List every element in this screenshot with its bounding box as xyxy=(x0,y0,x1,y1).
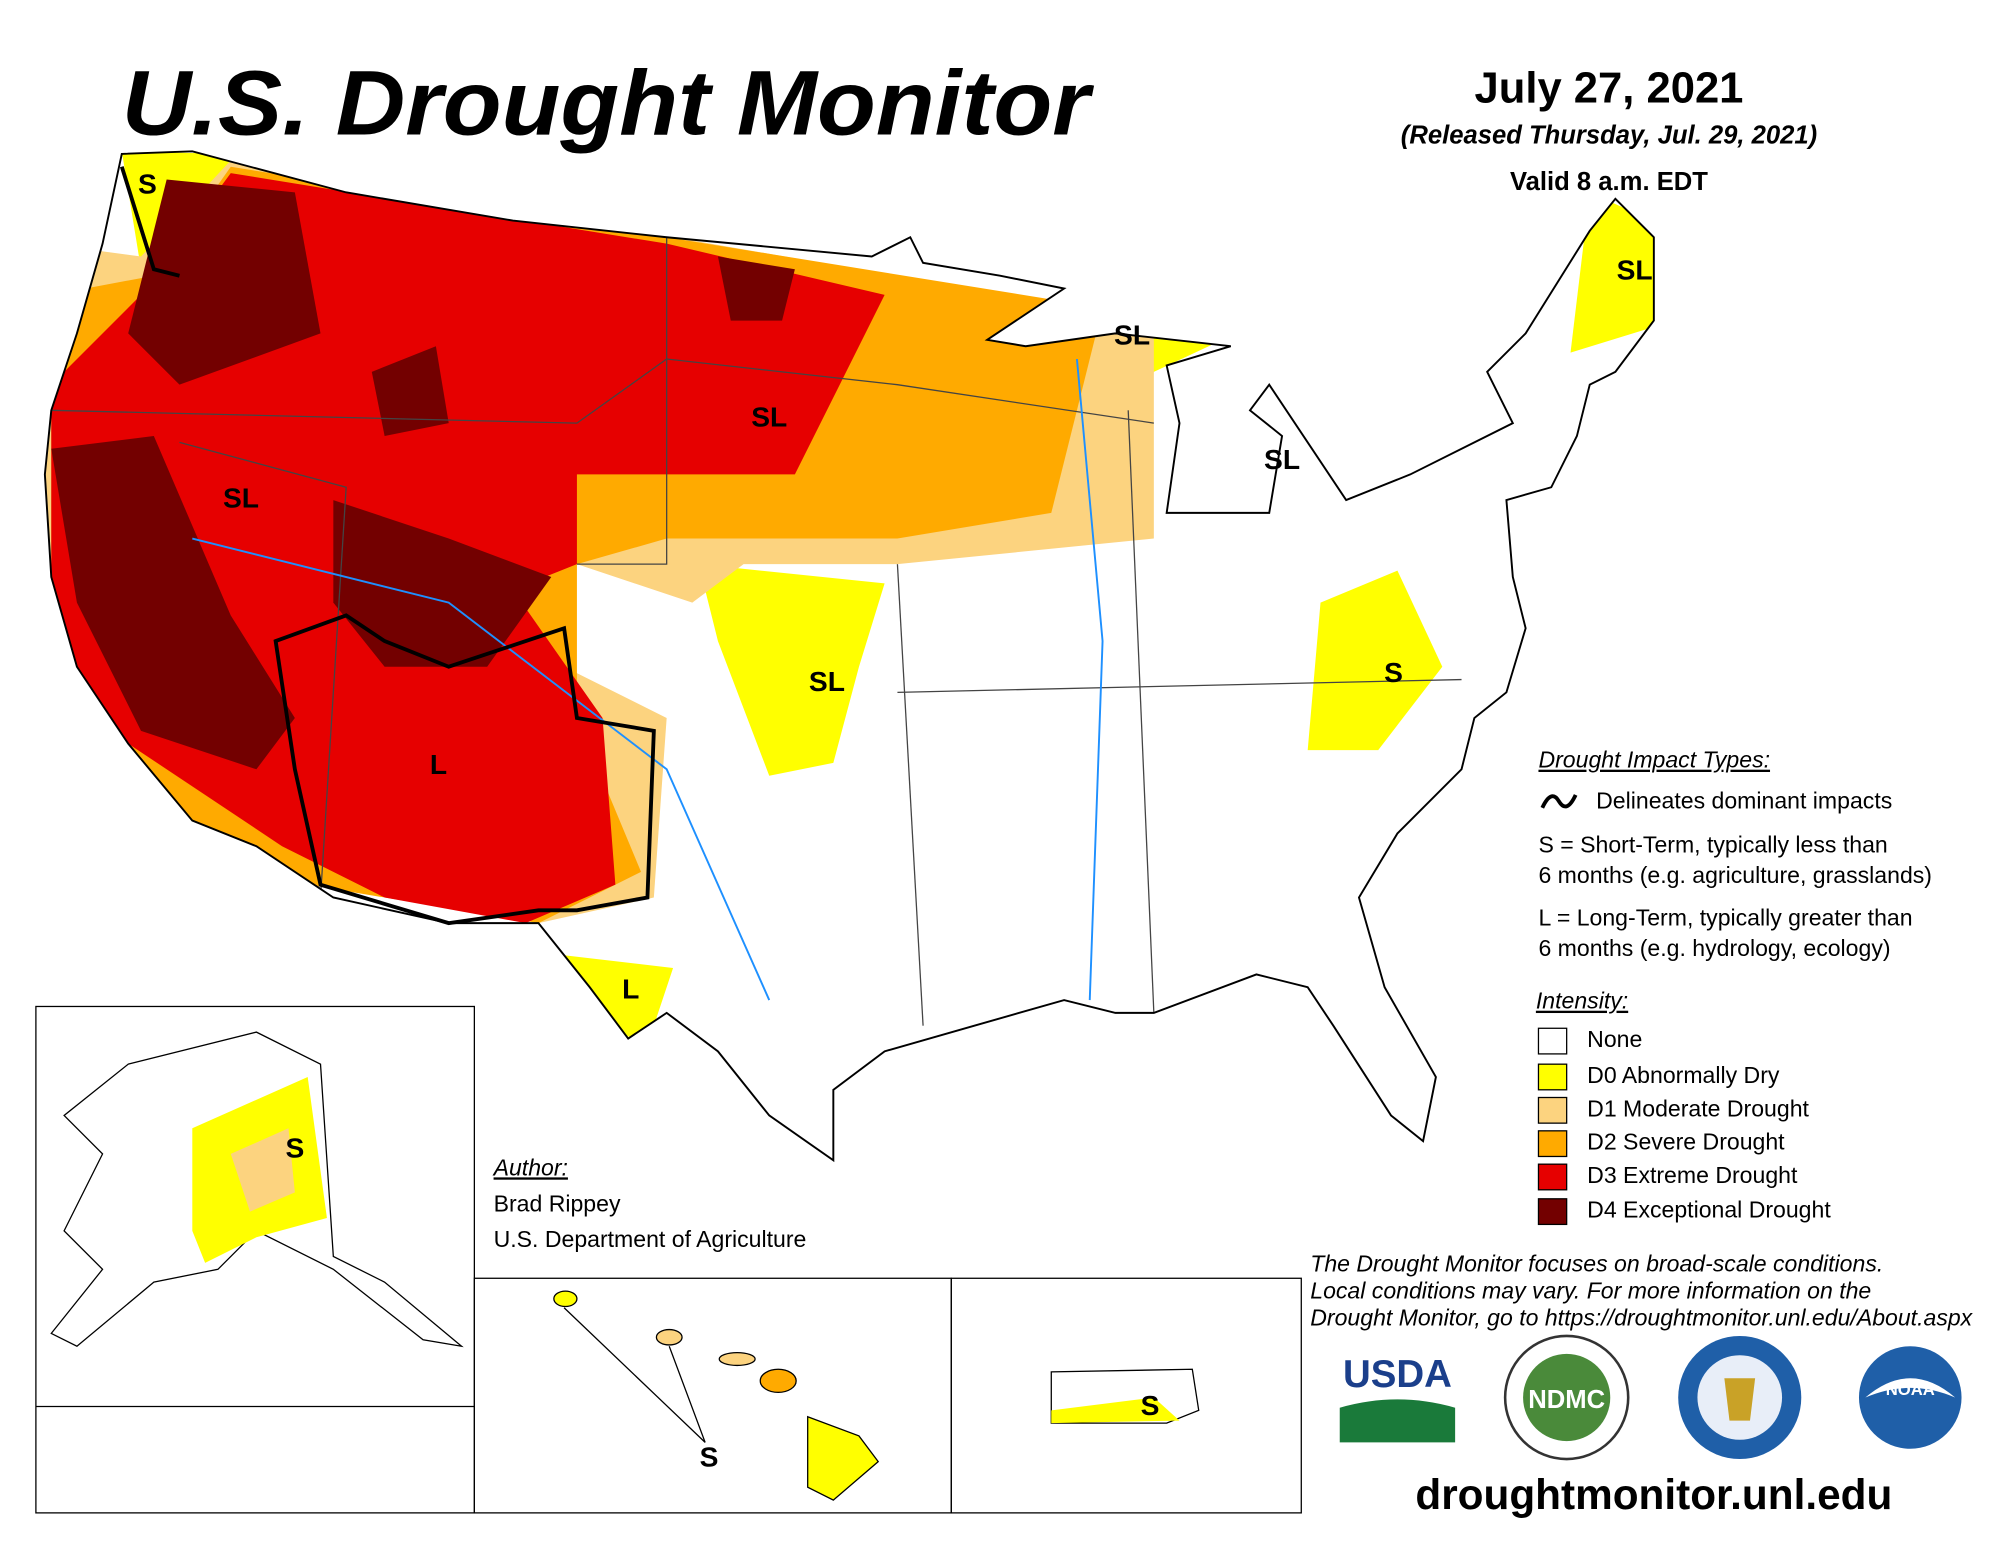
disclaimer: The Drought Monitor focuses on broad-sca… xyxy=(1310,1251,1883,1277)
impact-text: Delineates dominant impacts xyxy=(1596,788,1892,814)
legend-label: D1 Moderate Drought xyxy=(1587,1095,1809,1121)
impact-label: SL xyxy=(1114,319,1150,351)
author-heading: Author: xyxy=(492,1154,568,1180)
d0-area xyxy=(564,955,674,1045)
legend-swatch xyxy=(1537,1063,1568,1091)
impact-label: SL xyxy=(1617,253,1653,285)
d0-area xyxy=(1570,192,1654,353)
commerce-logo[interactable] xyxy=(1678,1335,1802,1460)
disclaimer: Drought Monitor, go to https://droughtmo… xyxy=(1310,1304,1973,1330)
impact-boundary xyxy=(119,166,180,278)
impact-text: 6 months (e.g. hydrology, ecology) xyxy=(1538,935,1890,961)
legend-swatch xyxy=(1537,1163,1568,1191)
impact-label: S xyxy=(1141,1389,1160,1421)
hawaii-box xyxy=(473,1277,952,1514)
date: July 27, 2021 xyxy=(1474,65,1743,113)
valid: Valid 8 a.m. EDT xyxy=(1510,168,1708,196)
d0-area xyxy=(698,564,885,776)
impact-label: SL xyxy=(751,401,787,433)
impact-boundary xyxy=(273,613,656,926)
impact-label: S xyxy=(700,1440,719,1472)
released: (Released Thursday, Jul. 29, 2021) xyxy=(1401,122,1817,150)
island xyxy=(655,1328,683,1346)
impact-text: S = Short-Term, typically less than xyxy=(1538,831,1887,857)
intensity-title: Intensity: xyxy=(1536,988,1628,1014)
url[interactable]: droughtmonitor.unl.edu xyxy=(1415,1471,1892,1518)
state-border xyxy=(576,237,668,565)
logo-text: NOAA xyxy=(1886,1380,1935,1399)
disclaimer: Local conditions may vary. For more info… xyxy=(1310,1277,1871,1303)
logo-text: USDA xyxy=(1343,1353,1452,1396)
impact-label: SL xyxy=(223,482,259,514)
noaa-logo[interactable]: NOAA xyxy=(1858,1346,1962,1449)
pointer-lines xyxy=(563,1307,706,1443)
ndmc-logo[interactable]: NDMC xyxy=(1503,1334,1630,1461)
impact-text: L = Long-Term, typically greater than xyxy=(1538,904,1912,930)
legend-swatch xyxy=(1537,1027,1568,1055)
impact-label: SL xyxy=(1264,443,1300,475)
legend-label: D4 Exceptional Drought xyxy=(1587,1197,1831,1223)
impact-text: 6 months (e.g. agriculture, grasslands) xyxy=(1538,862,1932,888)
impact-label: S xyxy=(1384,656,1403,688)
impact-title: Drought Impact Types: xyxy=(1538,747,1770,773)
d0-area xyxy=(1051,1397,1180,1424)
state-border xyxy=(179,441,347,898)
author-name: Brad Rippey xyxy=(494,1190,621,1216)
impact-label: L xyxy=(430,748,447,780)
usda-logo[interactable]: USDA xyxy=(1339,1353,1456,1443)
impact-label: S xyxy=(138,167,157,199)
logo-shape xyxy=(1724,1378,1756,1421)
logo-text: NDMC xyxy=(1528,1386,1605,1414)
d4-area xyxy=(371,346,449,436)
impact-line-icon xyxy=(1540,794,1578,809)
title: U.S. Drought Monitor xyxy=(122,51,1095,155)
d1-area xyxy=(230,1128,295,1212)
island xyxy=(718,1351,756,1367)
drought-areas xyxy=(44,151,1654,1045)
impact-label: S xyxy=(285,1132,304,1164)
legend-swatch xyxy=(1537,1096,1568,1124)
state-border xyxy=(1127,410,1155,1013)
intensity-legend: None D0 Abnormally Dry D1 Moderate Drought… xyxy=(1537,1026,1831,1226)
impact-label: SL xyxy=(809,665,845,697)
d4-area xyxy=(333,500,552,667)
island xyxy=(807,1415,880,1501)
d4-area xyxy=(51,435,295,770)
legend-swatch xyxy=(1537,1198,1568,1226)
alaska-box xyxy=(35,1005,475,1514)
legend-label: D2 Severe Drought xyxy=(1587,1129,1785,1155)
logo-shape xyxy=(1865,1378,1956,1398)
logo-shape xyxy=(1339,1399,1456,1443)
puerto-rico-box xyxy=(950,1277,1302,1514)
legend-swatch xyxy=(1537,1130,1568,1158)
d4-area xyxy=(128,179,321,385)
state-border xyxy=(896,564,924,1026)
river xyxy=(1075,358,1104,1001)
river xyxy=(192,537,771,1001)
island xyxy=(553,1290,578,1308)
impact-label: L xyxy=(622,973,639,1005)
legend-label: D0 Abnormally Dry xyxy=(1587,1062,1780,1088)
island xyxy=(759,1368,797,1394)
logo-shape xyxy=(1858,1346,1962,1449)
logo-shape xyxy=(1523,1353,1611,1442)
d0-area xyxy=(1307,570,1443,751)
d4-area xyxy=(717,256,795,321)
legend-label: None xyxy=(1587,1026,1642,1052)
legend-label: D3 Extreme Drought xyxy=(1587,1162,1798,1188)
author-org: U.S. Department of Agriculture xyxy=(494,1226,807,1252)
state-border xyxy=(897,678,1462,694)
